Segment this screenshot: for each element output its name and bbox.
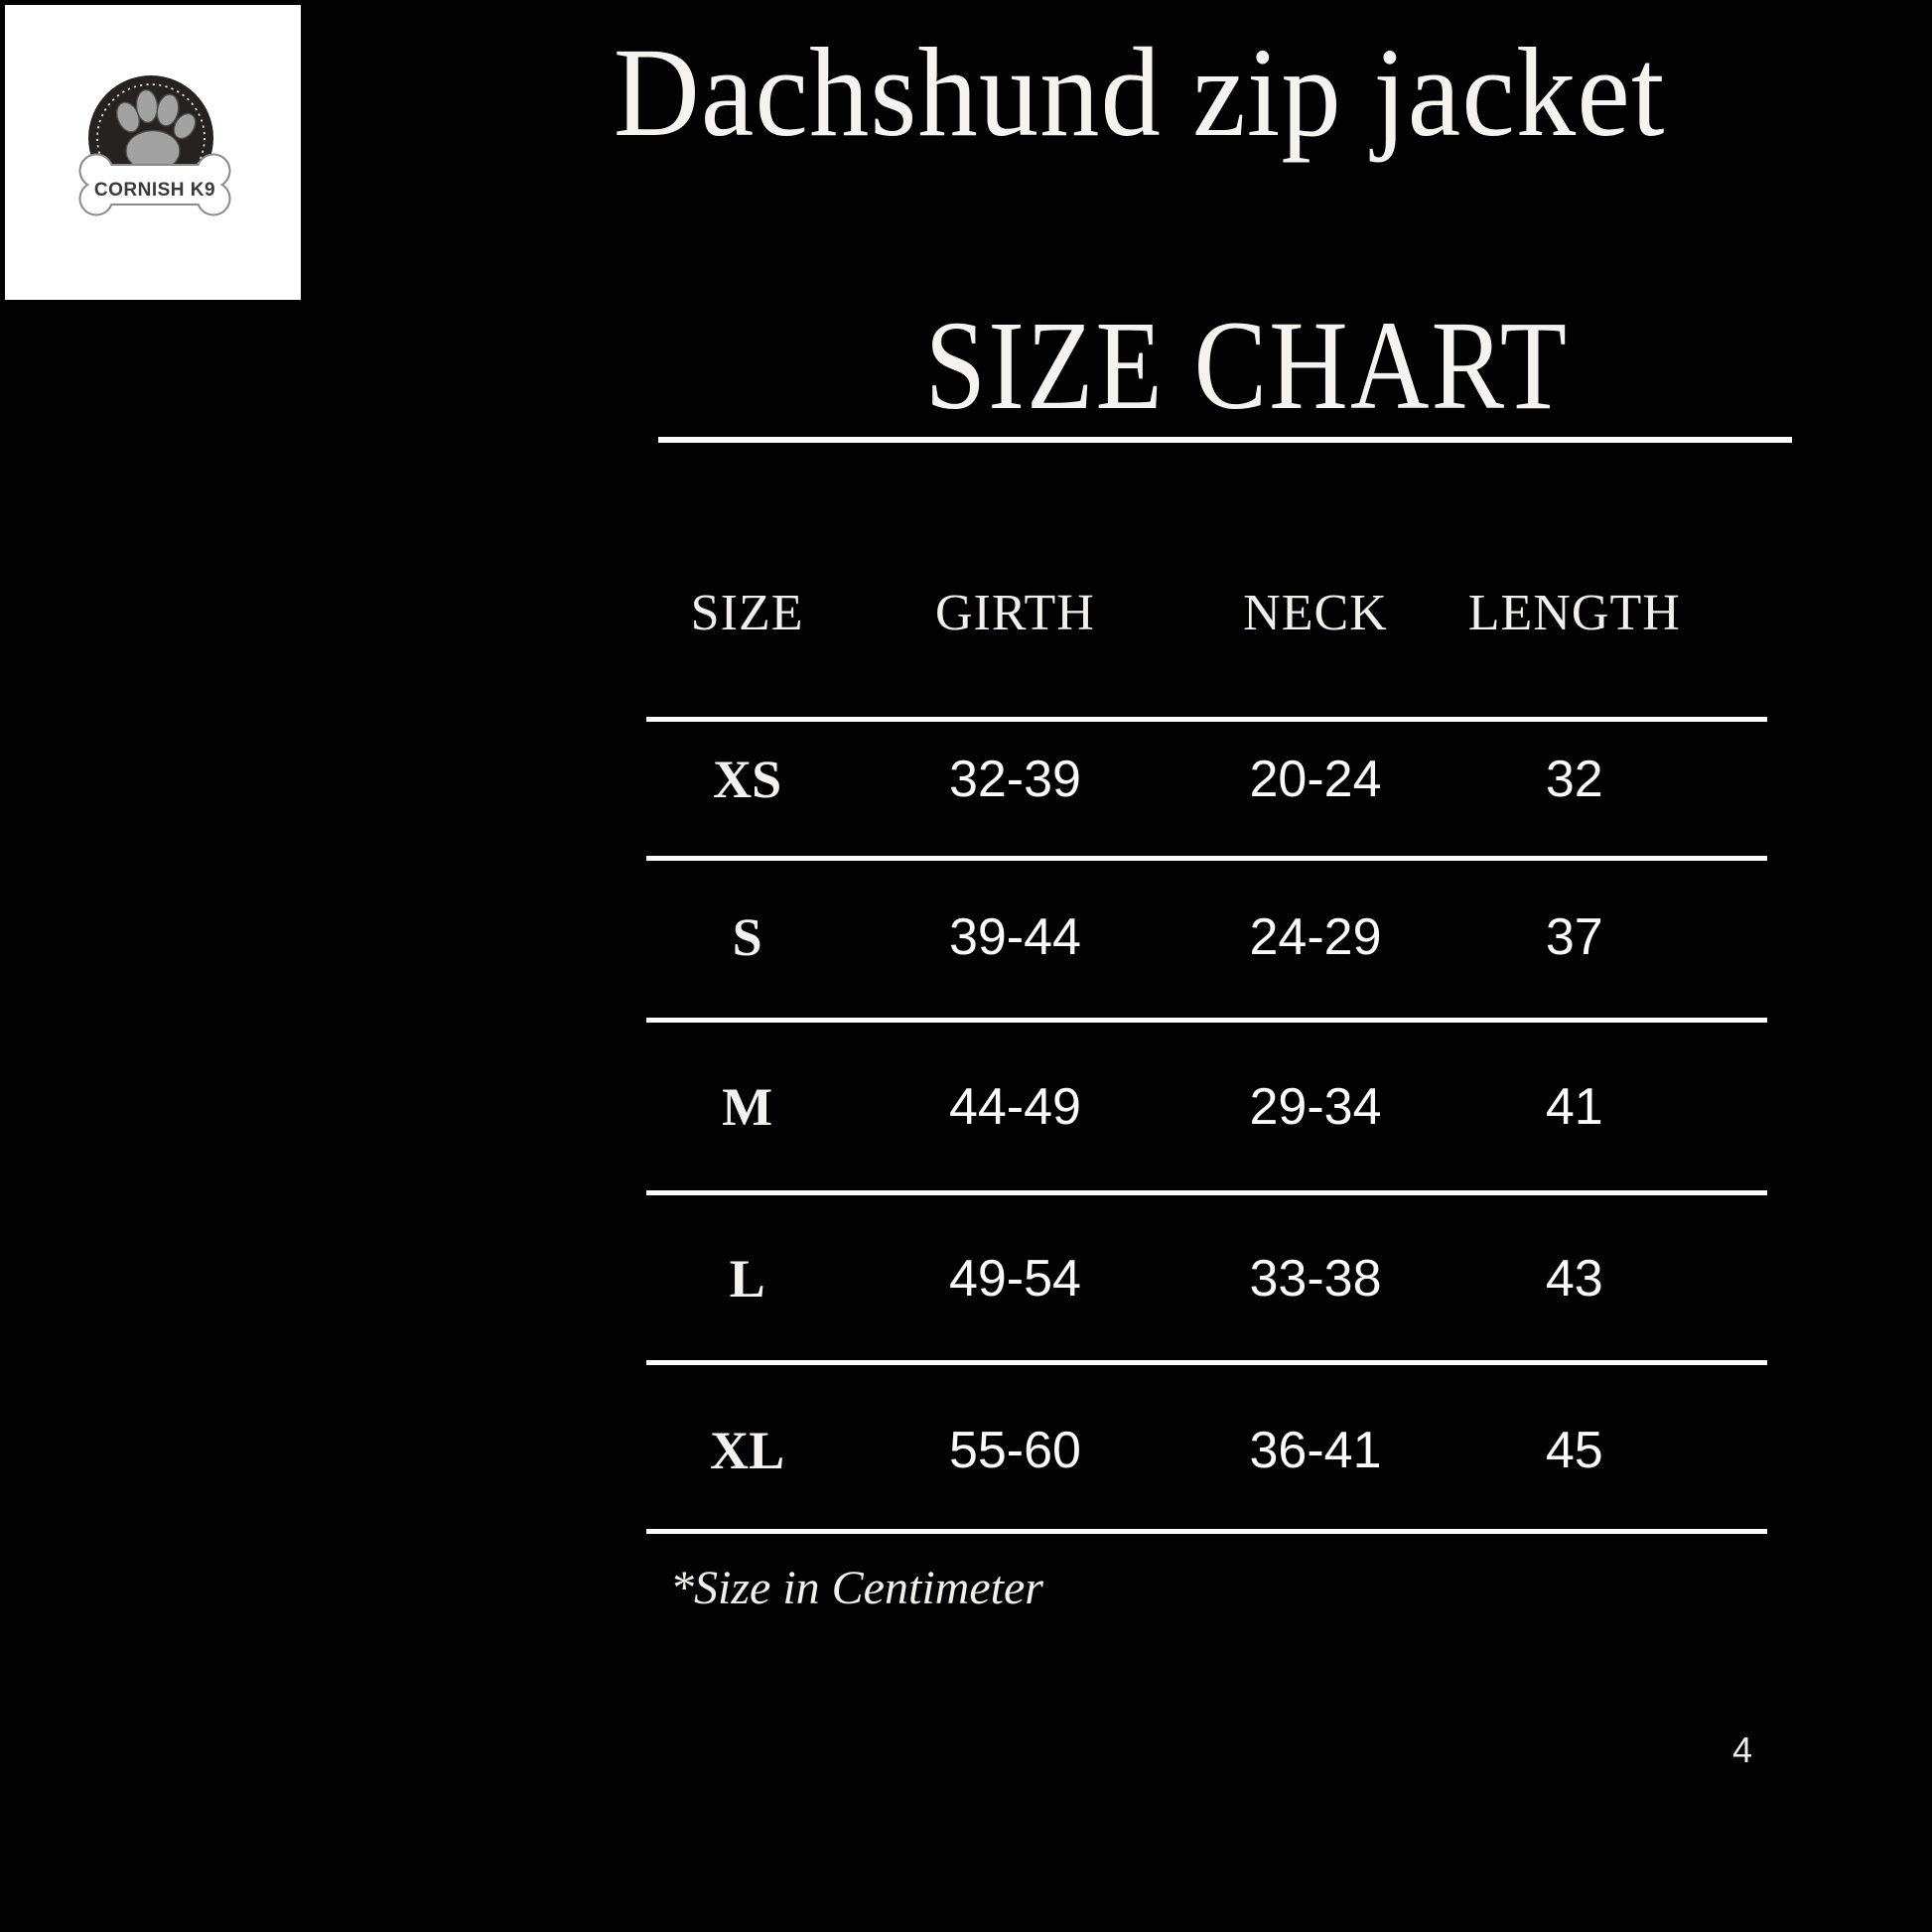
brand-logo: CORNISH K9 [5,5,301,300]
size-chart-heading-text: SIZE CHART [924,295,1570,436]
table-row-l: L 49-54 33-38 43 [646,1249,1767,1309]
length-value: 32 [1545,751,1603,808]
row-divider [646,1018,1767,1023]
girth-value: 39-44 [948,908,1081,966]
bone-icon: CORNISH K9 [78,153,231,216]
unit-footnote: *Size in Centimeter [670,1562,1043,1614]
page-number: 4 [1732,1729,1753,1770]
row-divider [646,1360,1767,1365]
cornish-k9-logo: CORNISH K9 [78,75,231,216]
girth-value: 49-54 [948,1250,1081,1308]
column-header-size: SIZE [690,585,804,641]
table-row-m: M 44-49 29-34 41 [646,1077,1767,1137]
table-row-xs: XS 32-39 20-24 32 [646,750,1767,809]
brand-name: CORNISH K9 [94,180,215,201]
column-header-girth: GIRTH [934,585,1095,641]
neck-value: 29-34 [1249,1078,1382,1136]
heading-divider [658,437,1792,443]
length-value: 45 [1545,1422,1603,1479]
size-chart-heading: SIZE CHART [873,296,1567,435]
paw-print-icon [115,88,197,173]
product-title: Dachshund zip jacket [580,18,1665,167]
row-divider [646,856,1767,861]
neck-value: 24-29 [1249,908,1382,966]
row-divider [646,1529,1767,1534]
product-title-text: Dachshund zip jacket [613,22,1666,163]
girth-value: 32-39 [948,751,1081,808]
neck-value: 36-41 [1249,1422,1382,1479]
girth-value: 55-60 [948,1422,1081,1479]
table-row-s: S 39-44 24-29 37 [646,907,1767,967]
length-value: 41 [1545,1078,1603,1136]
neck-value: 20-24 [1249,751,1382,808]
size-label: S [732,907,762,967]
girth-value: 44-49 [948,1078,1081,1136]
column-header-length: LENGTH [1467,585,1681,641]
column-header-neck: NECK [1243,585,1388,641]
size-label: XL [710,1421,785,1480]
row-divider [646,1190,1767,1195]
size-label: XS [713,750,782,809]
length-value: 43 [1545,1250,1603,1308]
size-label: M [722,1077,773,1137]
row-divider [646,717,1767,722]
neck-value: 33-38 [1249,1250,1382,1308]
size-chart-header-row: SIZE GIRTH NECK LENGTH [646,584,1767,643]
size-label: L [729,1249,765,1309]
length-value: 37 [1545,908,1603,966]
table-row-xl: XL 55-60 36-41 45 [646,1421,1767,1480]
